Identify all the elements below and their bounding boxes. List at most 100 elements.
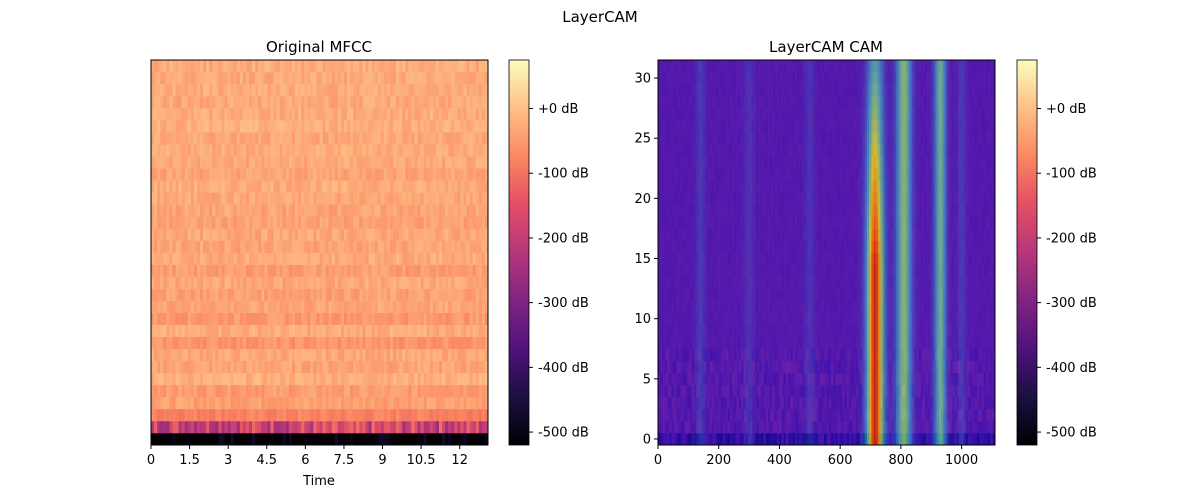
mfcc-cell: [454, 60, 458, 73]
mfcc-cell: [389, 324, 394, 338]
mfcc-cell: [224, 84, 228, 97]
mfcc-cell: [172, 384, 176, 398]
mfcc-cell: [411, 276, 415, 289]
mfcc-cell: [347, 216, 351, 229]
mfcc-cell: [285, 156, 290, 169]
mfcc-cell: [175, 216, 179, 229]
mfcc-cell: [175, 396, 179, 410]
cam-cell: [725, 336, 728, 350]
mfcc-cell: [368, 228, 372, 241]
mfcc-cell: [469, 240, 473, 253]
cam-cell: [738, 324, 742, 338]
cam-cell: [718, 372, 722, 386]
mfcc-cell: [405, 240, 409, 253]
cam-cell: [725, 384, 728, 398]
mfcc-cell: [276, 276, 280, 289]
mfcc-cell: [457, 288, 461, 301]
cam-cell: [839, 336, 843, 350]
mfcc-cell: [325, 120, 329, 133]
mfcc-cell: [255, 276, 259, 289]
cam-cell: [752, 420, 755, 434]
mfcc-cell: [435, 144, 440, 157]
mfcc-cell: [298, 132, 302, 145]
cam-cell: [675, 372, 679, 386]
cam-cell: [950, 360, 953, 374]
cam-cell: [684, 420, 688, 434]
cam-cell: [658, 372, 661, 386]
mfcc-cell: [276, 120, 280, 133]
mfcc-cell: [463, 312, 467, 325]
mfcc-cell: [411, 132, 415, 145]
mfcc-cell: [442, 408, 446, 422]
cam-cell: [911, 372, 915, 386]
cam-cell: [907, 372, 910, 386]
mfcc-cell: [190, 276, 195, 289]
mfcc-cell: [187, 324, 192, 338]
mfcc-cell: [233, 348, 238, 362]
cam-cell: [790, 360, 794, 374]
mfcc-cell: [181, 72, 185, 85]
mfcc-cell: [181, 300, 185, 313]
cam-cell: [916, 336, 919, 350]
mfcc-cell: [383, 408, 388, 422]
cam-cell: [842, 324, 845, 338]
cam-cell: [727, 360, 731, 374]
cam-cell: [680, 348, 684, 362]
mfcc-cell: [374, 144, 379, 157]
mfcc-cell: [298, 96, 302, 109]
mfcc-cell: [466, 360, 470, 374]
cam-cell: [658, 348, 661, 362]
mfcc-cell: [291, 264, 296, 277]
cam-cell: [992, 348, 996, 362]
cam-cell: [889, 360, 892, 374]
cam-cell: [718, 384, 722, 398]
mfcc-cell: [230, 72, 235, 85]
mfcc-cell: [481, 84, 486, 97]
mfcc-cell: [279, 84, 284, 97]
mfcc-cell: [227, 168, 231, 181]
mfcc-cell: [239, 396, 244, 410]
mfcc-cell: [221, 144, 225, 157]
cam-cell: [864, 372, 868, 386]
cam-cell: [950, 372, 953, 386]
cam-cell: [745, 384, 749, 398]
mfcc-cell: [445, 396, 449, 410]
mfcc-cell: [402, 336, 406, 350]
cam-cell: [954, 372, 958, 386]
mfcc-cell: [294, 288, 299, 301]
mfcc-cell: [261, 420, 265, 434]
mfcc-cell: [310, 288, 314, 301]
cam-cell: [689, 384, 692, 398]
mfcc-cell: [472, 60, 477, 73]
mfcc-cell: [163, 204, 167, 217]
mfcc-cell: [196, 228, 201, 241]
mfcc-cell: [298, 420, 302, 434]
mfcc-cell: [279, 288, 284, 301]
mfcc-cell: [224, 240, 228, 253]
mfcc-cell: [276, 84, 280, 97]
mfcc-cell: [200, 384, 204, 398]
mfcc-cell: [215, 156, 219, 169]
cam-cell: [986, 336, 989, 350]
mfcc-cell: [218, 108, 222, 121]
mfcc-cell: [206, 96, 210, 109]
mfcc-cell: [469, 60, 473, 73]
mfcc-title: Original MFCC: [266, 38, 372, 56]
cam-cell: [790, 396, 794, 410]
mfcc-cell: [267, 120, 271, 133]
mfcc-cell: [481, 216, 486, 229]
mfcc-cell: [484, 288, 489, 301]
cam-cell: [756, 420, 760, 434]
cam-cell: [675, 384, 679, 398]
cam-cell: [741, 348, 744, 362]
mfcc-cell: [386, 312, 391, 325]
cam-cell: [772, 384, 776, 398]
mfcc-cell: [163, 192, 167, 205]
cam-cell: [911, 432, 915, 446]
cam-cell: [662, 420, 666, 434]
mfcc-cell: [154, 144, 158, 157]
cam-cell: [936, 336, 940, 350]
cam-cell: [693, 360, 697, 374]
mfcc-cell: [448, 72, 452, 85]
mfcc-cell: [417, 276, 421, 289]
